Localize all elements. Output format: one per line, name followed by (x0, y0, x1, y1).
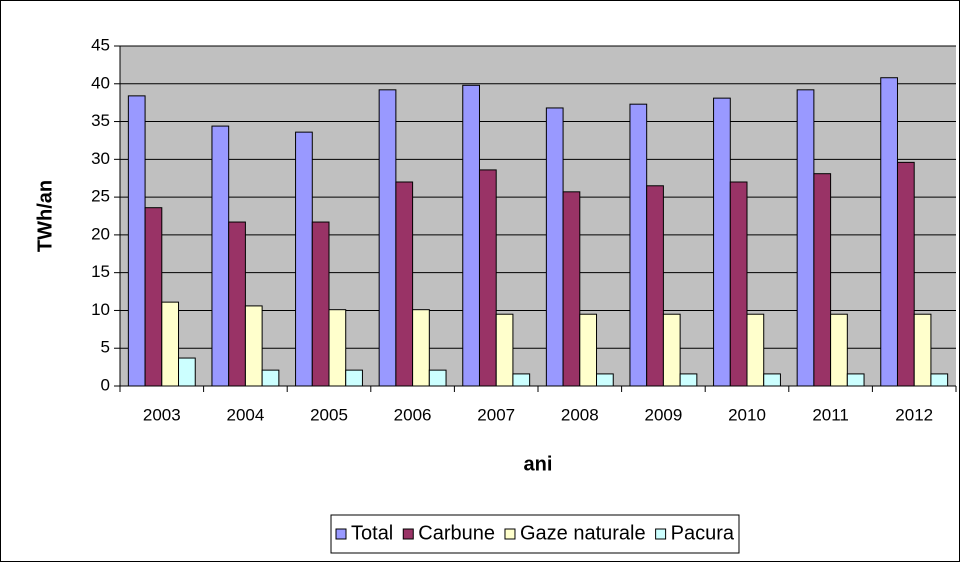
legend-label: Total (351, 522, 393, 544)
x-tick-label: 2007 (477, 405, 515, 424)
bar (662, 313, 681, 387)
bar (161, 301, 180, 387)
bar (629, 103, 648, 387)
bar (763, 373, 781, 387)
bar (880, 77, 898, 387)
x-axis-title: ani (524, 453, 553, 475)
bar (713, 97, 731, 387)
legend-label: Gaze naturale (520, 522, 646, 544)
bar (813, 173, 832, 387)
x-tick-label: 2012 (895, 405, 933, 424)
y-tick-label: 20 (91, 224, 110, 243)
legend: Total Carbune Gaze naturale Pacura (330, 514, 740, 554)
x-tick-label: 2008 (561, 405, 599, 424)
bar (596, 373, 614, 387)
y-tick-label: 10 (91, 300, 110, 319)
bar (412, 309, 430, 387)
bar (746, 313, 765, 387)
y-tick-label: 45 (91, 35, 110, 54)
y-tick-label: 40 (91, 73, 110, 92)
bar (796, 89, 815, 387)
bar (428, 369, 447, 387)
legend-swatch (655, 528, 667, 540)
bar (846, 373, 865, 387)
x-tick-label: 2011 (812, 405, 849, 424)
bar (311, 221, 330, 387)
bar (295, 131, 313, 387)
y-tick-label: 30 (91, 149, 110, 168)
legend-label: Carbune (418, 522, 495, 544)
bar (913, 313, 932, 387)
bar (178, 357, 196, 387)
bar (512, 373, 531, 387)
bar (244, 305, 263, 387)
bar (896, 161, 915, 387)
legend-box (330, 514, 740, 554)
x-tick-label: 2009 (644, 405, 682, 424)
y-tick-label: 5 (101, 338, 110, 357)
bar (545, 107, 564, 387)
x-tick-label: 2004 (226, 405, 264, 424)
x-tick-label: 2006 (394, 405, 432, 424)
bar (830, 313, 848, 387)
bar (579, 313, 598, 387)
y-axis-title: TWh/an (34, 180, 56, 252)
legend-label: Pacura (671, 522, 735, 544)
bar (646, 185, 664, 387)
bar (144, 207, 163, 387)
bar (729, 181, 748, 387)
y-tick-label: 0 (101, 375, 110, 394)
legend-swatch (335, 528, 347, 540)
bar (395, 181, 414, 387)
bar (328, 309, 347, 387)
bar (930, 373, 949, 387)
y-tick-label: 15 (91, 262, 110, 281)
bar (261, 369, 280, 387)
bar (562, 191, 581, 387)
y-tick-label: 35 (91, 111, 110, 130)
bar (211, 125, 230, 387)
bar (462, 84, 480, 387)
bar (378, 89, 397, 387)
x-tick-label: 2010 (728, 405, 766, 424)
legend-swatch (402, 528, 414, 540)
x-tick-label: 2005 (310, 405, 348, 424)
bar (679, 373, 698, 387)
bar (478, 169, 497, 387)
bar (228, 221, 246, 387)
bar (127, 95, 146, 387)
bar (495, 313, 514, 387)
legend-swatch (504, 528, 516, 540)
x-tick-label: 2003 (143, 405, 181, 424)
y-tick-label: 25 (91, 187, 110, 206)
bar (345, 369, 363, 387)
